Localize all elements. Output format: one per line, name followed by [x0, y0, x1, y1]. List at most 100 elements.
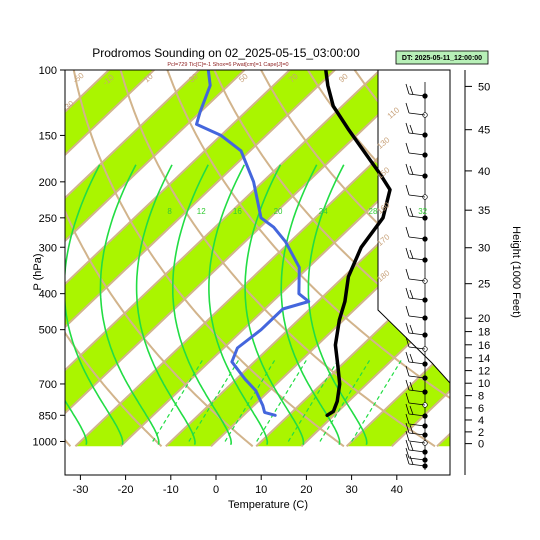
wind-barb-flag	[409, 455, 414, 465]
wind-barb-flag	[409, 441, 414, 451]
isotherm-line	[65, 70, 156, 157]
wind-barb-flag	[405, 422, 410, 434]
y-axis-label: P (hPa)	[32, 253, 44, 290]
height-tick-label: 40	[478, 166, 490, 178]
moist-adiabat	[172, 164, 233, 445]
temperature-tick-label: 0	[213, 484, 219, 496]
temperature-profile	[324, 70, 392, 418]
height-tick-label: 16	[478, 340, 490, 352]
wind-barb-flag	[405, 453, 410, 465]
height-tick-label: 6	[478, 403, 484, 415]
wind-barb	[408, 152, 426, 156]
adiabat-label: -50	[71, 71, 86, 86]
wind-barb-flag	[405, 226, 410, 238]
height-tick-label: 45	[478, 125, 490, 137]
pressure-tick-label: 400	[39, 289, 57, 301]
mixing-ratio-line	[224, 358, 276, 442]
mixing-ratio-line	[351, 358, 403, 442]
sounding-profiles	[195, 70, 392, 418]
wind-barb-flag	[405, 365, 410, 377]
mixing-ratio-line	[287, 358, 340, 442]
wind-barb-flag	[405, 305, 410, 317]
height-tick-label: 50	[478, 81, 490, 93]
mixing-ratio-line	[188, 358, 240, 442]
wind-barb-flag	[409, 165, 414, 175]
wind-barb	[408, 346, 426, 350]
mixing-ratio-lines	[65, 164, 403, 445]
wind-barb-flag	[405, 392, 410, 404]
mixing-ratio-labels: 8 12 16 20 24 28 32	[167, 207, 427, 216]
height-tick-label: 25	[478, 279, 490, 291]
moist-adiabat	[208, 164, 269, 445]
temperature-tick-label: 30	[345, 484, 357, 496]
pressure-tick-label: 250	[39, 213, 57, 225]
plot-frame	[64, 69, 451, 476]
mixing-ratio-label: 12	[197, 207, 206, 216]
wind-barb	[408, 423, 426, 427]
wind-barb-flag	[405, 247, 410, 259]
isotherm-line	[65, 70, 292, 286]
wind-panel-bg	[378, 70, 450, 475]
wind-barb	[408, 440, 426, 444]
dry-adiabat	[166, 70, 450, 400]
wind-barb-flag	[409, 289, 414, 299]
adiabat-label: 90	[337, 71, 350, 84]
wind-barb-flag	[409, 85, 414, 95]
wind-barb-panel	[377, 70, 451, 475]
moist-adiabat	[99, 164, 160, 445]
moist-adiabat	[307, 164, 368, 445]
dt-badge-box	[395, 50, 489, 65]
pressure-tick-label: 300	[39, 242, 57, 254]
wind-barb	[408, 463, 426, 467]
wind-barb-flag	[409, 405, 414, 415]
mixing-ratio-line	[319, 358, 371, 442]
wind-barb	[408, 413, 426, 417]
height-tick-label: 20	[478, 313, 490, 325]
wind-barb	[408, 457, 426, 461]
wind-barb-flag	[409, 353, 414, 363]
wind-barb-flag	[405, 163, 410, 175]
wind-barb-flag	[405, 322, 410, 334]
wind-barb	[408, 236, 426, 240]
wind-barb	[408, 432, 426, 436]
mixing-ratio-line	[152, 358, 204, 442]
wind-barb	[408, 297, 426, 301]
height-tick-label: 30	[478, 243, 490, 255]
wind-barb	[408, 375, 426, 379]
wind-barb	[408, 215, 426, 219]
wind-barb-flag	[405, 83, 410, 95]
wind-barb-flag	[405, 403, 410, 415]
wind-barb-flag	[405, 184, 410, 196]
pressure-tick-label: 1000	[33, 437, 57, 449]
wind-barb-flag	[409, 124, 414, 134]
mixing-ratio-label: 20	[274, 207, 283, 216]
wind-barb	[408, 402, 426, 406]
pressure-tick-label: 700	[39, 379, 57, 391]
height-tick-label: 12	[478, 366, 490, 378]
height-tick-label: 2	[478, 427, 484, 439]
height-tick-label: 8	[478, 391, 484, 403]
chart-subtitle: Pcl=729 Tic[C]=-1 Shox=6 Pwat[cm]=1 Cape…	[167, 62, 288, 68]
wind-barb	[408, 93, 426, 97]
wind-barb-flag	[409, 381, 414, 391]
wind-barb-flag	[405, 447, 410, 459]
height-tick-label: 18	[478, 327, 490, 339]
moist-adiabat	[65, 399, 88, 445]
wind-barb	[408, 173, 426, 177]
pressure-tick-label: 150	[39, 130, 57, 142]
temperature-tick-label: 20	[300, 484, 312, 496]
wind-barb-flag	[409, 424, 414, 434]
wind-barb	[408, 389, 426, 393]
wind-barb-flag	[405, 379, 410, 391]
mixing-ratio-label: 8	[167, 207, 172, 216]
wind-barb	[408, 257, 426, 261]
moist-adiabat	[244, 164, 305, 445]
wind-barb-flag	[405, 430, 410, 442]
isotherm-line	[65, 70, 382, 372]
wind-barb-flag	[409, 249, 414, 259]
wind-barb-flag	[405, 351, 410, 363]
pressure-tick-label: 850	[39, 410, 57, 422]
isotherm-line	[65, 70, 337, 329]
